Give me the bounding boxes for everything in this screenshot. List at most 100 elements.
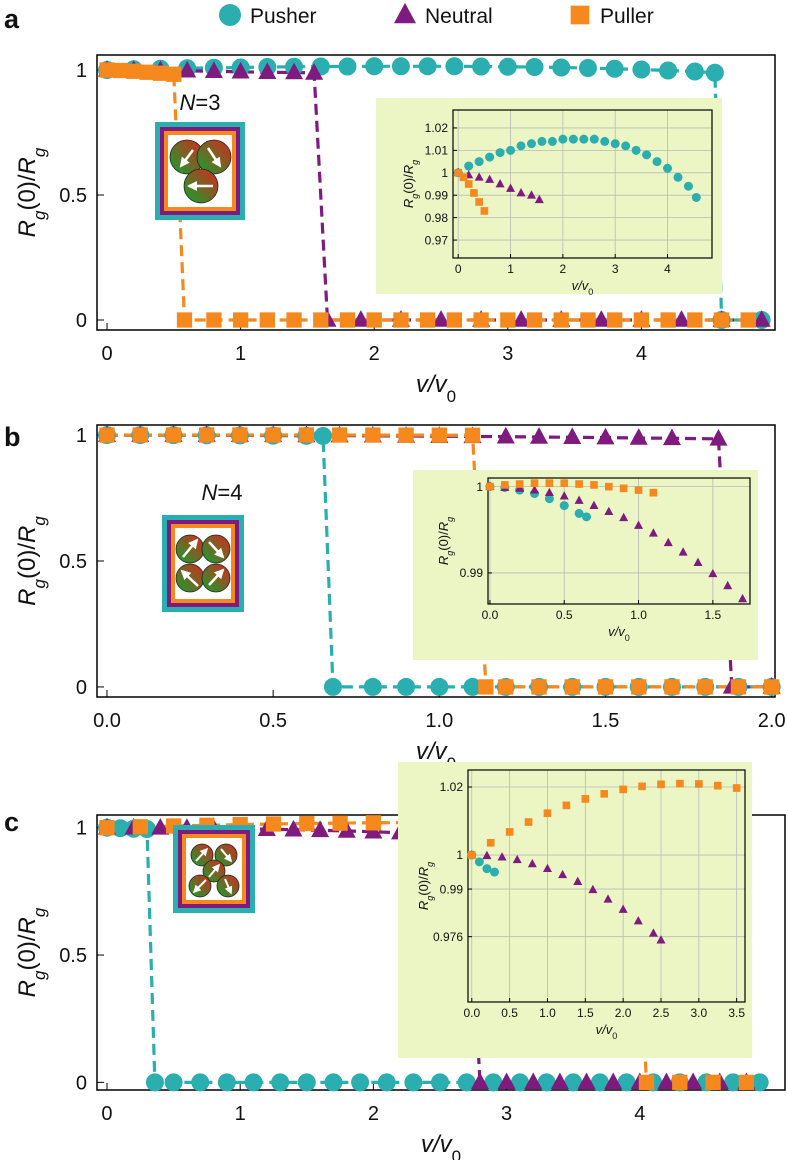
marker xyxy=(524,1072,543,1090)
text-part: R xyxy=(14,917,41,934)
y-tick-label: 1.02 xyxy=(440,780,464,794)
x-axis-label: v/v0 xyxy=(572,278,594,297)
marker xyxy=(629,428,648,445)
marker xyxy=(693,557,703,566)
marker xyxy=(377,1073,396,1092)
text-part: R xyxy=(14,220,41,237)
plot-frame xyxy=(467,769,746,1003)
text-part: 0 xyxy=(588,287,593,297)
marker xyxy=(470,1072,489,1090)
marker xyxy=(713,781,722,790)
marker xyxy=(338,57,357,76)
marker xyxy=(564,679,580,695)
marker xyxy=(649,488,658,497)
marker xyxy=(420,312,436,328)
marker xyxy=(527,858,537,868)
text-part: 0 xyxy=(625,633,630,643)
y-axis-label: Rg(0)/Rg xyxy=(14,907,49,997)
marker xyxy=(544,487,554,497)
marker xyxy=(600,136,610,146)
text-part: g xyxy=(30,516,49,526)
x-tick-label: 0 xyxy=(101,1103,112,1125)
marker xyxy=(547,136,557,146)
marker xyxy=(697,679,713,695)
marker xyxy=(648,928,658,937)
text-part: v/v xyxy=(596,1022,614,1037)
marker xyxy=(530,485,540,494)
marker xyxy=(621,141,631,151)
x-tick-label: 3 xyxy=(501,1103,512,1125)
marker xyxy=(365,815,382,831)
marker xyxy=(705,63,724,82)
marker xyxy=(588,884,598,894)
marker xyxy=(740,312,756,328)
legend-label: Pusher xyxy=(250,5,317,28)
x-axis-label: v/v0 xyxy=(416,371,456,406)
marker xyxy=(764,679,780,695)
x-tick-label: 1.5 xyxy=(592,710,620,732)
marker xyxy=(657,1072,676,1090)
marker xyxy=(738,593,748,603)
marker xyxy=(498,679,514,695)
marker xyxy=(600,789,609,798)
marker xyxy=(258,62,277,79)
marker xyxy=(562,801,571,810)
legend-marker xyxy=(570,5,590,25)
marker xyxy=(512,854,522,864)
marker xyxy=(558,869,568,879)
marker xyxy=(568,134,578,144)
marker xyxy=(589,500,599,509)
text-part: g xyxy=(425,862,435,867)
marker xyxy=(525,58,544,76)
x-axis-label: v/v0 xyxy=(596,1022,618,1041)
y-tick-label: 0.5 xyxy=(59,185,87,207)
marker xyxy=(709,429,728,446)
marker xyxy=(398,427,414,443)
marker xyxy=(332,815,348,831)
x-axis-label: v/v0 xyxy=(608,624,630,643)
marker xyxy=(559,501,569,511)
x-tick-label: 1.5 xyxy=(705,608,722,622)
marker xyxy=(659,61,678,80)
text-part: g xyxy=(30,147,49,157)
annotation: N=3 xyxy=(180,90,221,115)
y-tick-label: 0.97 xyxy=(425,233,449,247)
marker xyxy=(313,312,329,328)
x-tick-label: 0.5 xyxy=(259,710,287,732)
marker xyxy=(678,547,688,556)
y-tick-label: 0.99 xyxy=(425,188,449,202)
text-part: (0)/ xyxy=(14,934,41,970)
x-tick-label: 4 xyxy=(636,343,647,365)
y-tick-label: 1.02 xyxy=(425,121,449,135)
marker xyxy=(738,1074,755,1091)
text-part: v/v xyxy=(421,1131,454,1158)
series-line xyxy=(106,433,772,689)
y-tick-label: 0.99 xyxy=(460,566,484,580)
marker xyxy=(531,679,547,695)
text-part: R xyxy=(14,157,41,174)
marker xyxy=(484,1073,503,1092)
marker xyxy=(544,494,554,504)
marker xyxy=(724,1073,743,1092)
legend-label: Neutral xyxy=(425,5,493,28)
marker xyxy=(563,427,582,445)
marker xyxy=(683,181,693,191)
panel-label: c xyxy=(4,807,19,837)
marker xyxy=(432,310,451,327)
text-part: g xyxy=(410,194,420,199)
legend-label: Puller xyxy=(600,5,654,28)
plot-frame xyxy=(487,477,751,605)
text-part: (0)/ xyxy=(401,174,416,194)
text-part: g xyxy=(30,970,49,980)
marker xyxy=(672,310,691,327)
text-part: g xyxy=(445,551,455,556)
marker xyxy=(265,427,281,443)
marker xyxy=(178,60,197,78)
text-part: R xyxy=(416,867,431,876)
text-part: (0)/ xyxy=(14,543,41,579)
marker xyxy=(111,819,130,838)
y-tick-label: 0.5 xyxy=(59,551,87,573)
marker xyxy=(478,679,494,695)
text-part: v/v xyxy=(608,624,626,639)
marker xyxy=(126,63,142,79)
